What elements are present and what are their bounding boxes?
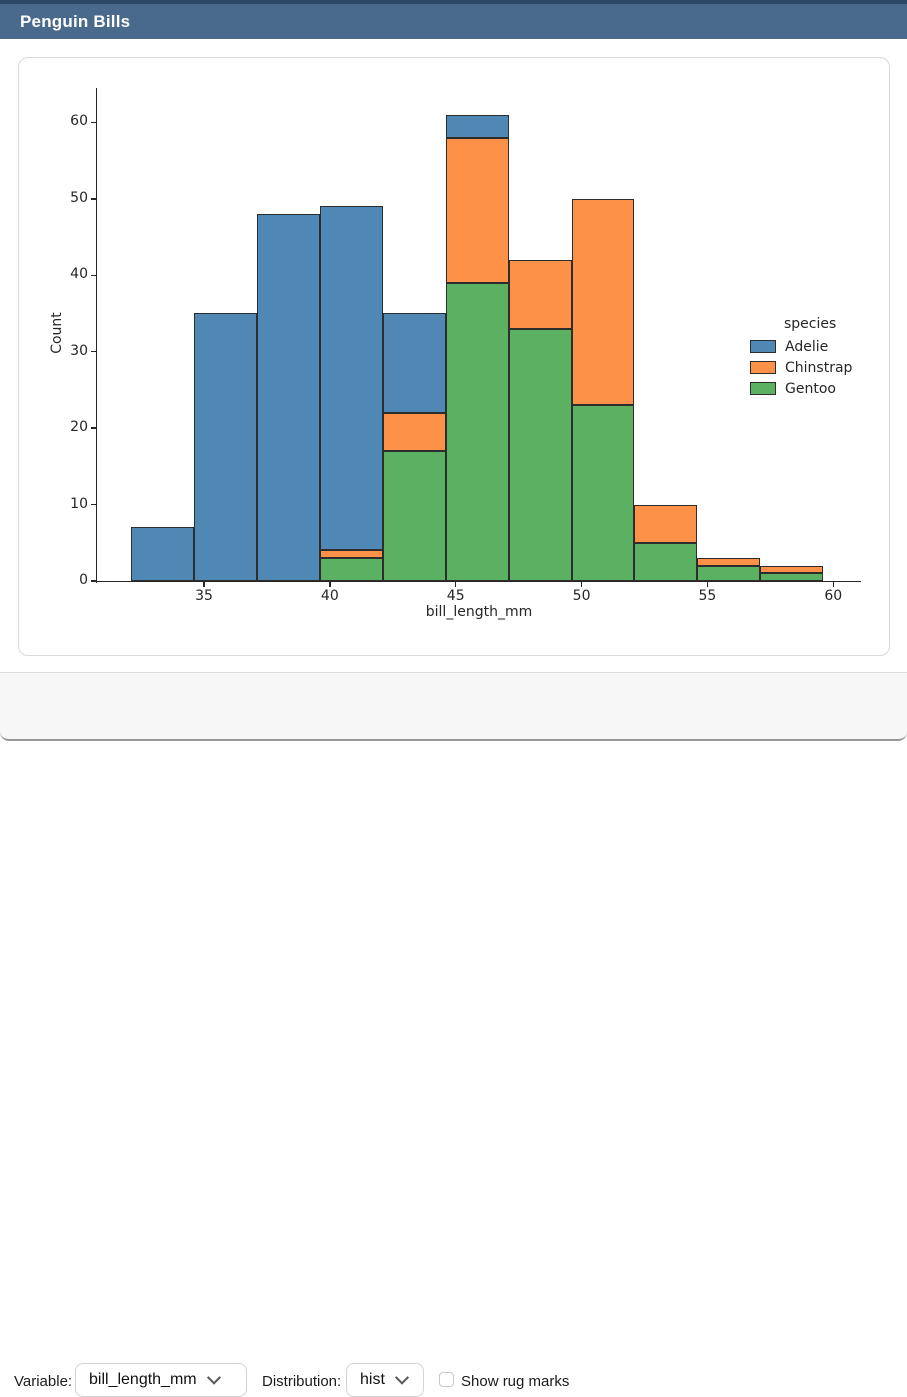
variable-dropdown[interactable]: bill_length_mm [75,1363,247,1397]
chevron-down-icon [206,1370,221,1385]
distribution-dropdown[interactable]: hist [346,1363,424,1397]
show-rug-marks-label[interactable]: Show rug marks [461,1373,570,1390]
page-title: Penguin Bills [20,11,131,31]
title-bar: Penguin Bills [0,4,907,39]
variable-dropdown-value: bill_length_mm [89,1371,197,1388]
distribution-label: Distribution: [262,1373,342,1390]
show-rug-marks-checkbox[interactable] [439,1372,454,1387]
chart-card [18,57,890,656]
distribution-dropdown-value: hist [360,1371,385,1388]
control-bar: Variable: bill_length_mm Distribution: h… [0,672,907,1397]
variable-label: Variable: [14,1373,73,1390]
chevron-down-icon [394,1370,409,1385]
window-top-edge [0,0,907,4]
